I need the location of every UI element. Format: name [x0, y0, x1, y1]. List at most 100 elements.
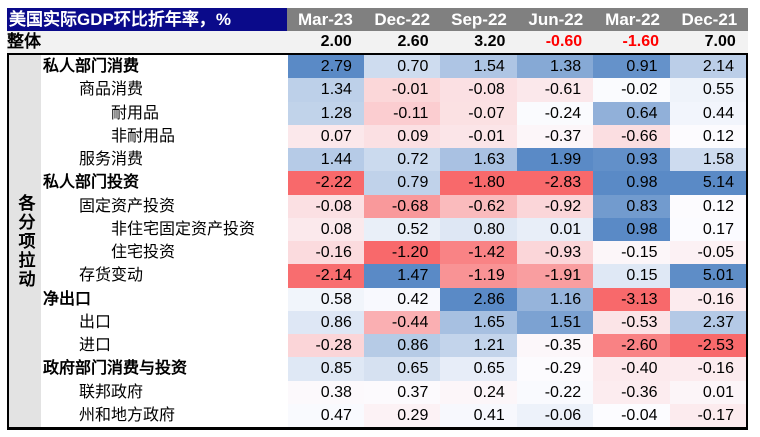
value-cell: 0.12	[669, 194, 746, 218]
value-cell: 0.08	[287, 217, 364, 241]
value-cell: 0.44	[669, 101, 746, 125]
row-label: 私人部门投资	[43, 174, 140, 192]
value-cell: 5.01	[669, 264, 746, 288]
value-cell: 1.65	[440, 310, 517, 334]
value-cell: 0.64	[593, 101, 670, 125]
value-cell: -0.92	[516, 194, 594, 218]
value-cell: -0.66	[593, 124, 670, 148]
value-cell: 0.17	[669, 217, 746, 241]
value-cell: -1.42	[440, 241, 517, 265]
value-cell: 1.21	[440, 334, 517, 358]
table-row: 进口 -0.28 0.86 1.21 -0.35 -2.60 -2.53	[9, 334, 746, 358]
value-cell: -0.16	[287, 241, 364, 265]
value-cell: 0.80	[440, 217, 517, 241]
value-cell: -0.04	[593, 403, 670, 427]
value-cell: 0.47	[287, 403, 364, 427]
value-cell: 1.28	[287, 101, 364, 125]
value-cell: 0.38	[287, 380, 364, 404]
value-cell: -0.15	[593, 241, 670, 265]
value-cell: -0.24	[516, 101, 594, 125]
value-cell: 2.79	[287, 55, 364, 79]
value-cell: 0.86	[363, 334, 441, 358]
value-cell: -0.16	[669, 357, 746, 381]
row-label: 商品消费	[79, 81, 144, 99]
value-cell: 0.55	[669, 78, 746, 102]
component-rows: 各分项拉动 私人部门消费 2.79 0.70 1.54 1.38 0.91 2.14 商品消费…	[7, 55, 748, 430]
value-cell: -2.22	[287, 171, 364, 195]
row-label: 非住宅固定资产投资	[111, 220, 256, 238]
value-cell: 0.85	[287, 357, 364, 381]
row-label: 存货变动	[79, 267, 144, 285]
value-cell: 0.70	[363, 55, 441, 79]
total-value: 3.20	[474, 33, 506, 50]
table-row: 非耐用品 0.07 0.09 -0.01 -0.37 -0.66 0.12	[9, 124, 746, 148]
column-header: Jun-22	[517, 8, 595, 31]
table-row: 住宅投资 -0.16 -1.20 -1.42 -0.93 -0.15 -0.05	[9, 241, 746, 265]
value-cell: -1.20	[363, 241, 441, 265]
value-cell: -0.05	[669, 241, 746, 265]
value-cell: 1.38	[516, 55, 594, 79]
total-row: 整体 2.00 2.60 3.20 -0.60 -1.60 7.00	[7, 31, 748, 55]
group-label: 各分项拉动	[9, 55, 41, 427]
value-cell: 0.29	[363, 403, 441, 427]
value-cell: -2.53	[669, 334, 746, 358]
value-cell: 1.58	[669, 148, 746, 172]
column-header: Sep-22	[440, 8, 518, 31]
value-cell: -0.44	[363, 310, 441, 334]
column-header: Dec-21	[670, 8, 748, 31]
table-row: 政府部门消费与投资 0.85 0.65 0.65 -0.29 -0.40 -0.16	[9, 357, 746, 381]
row-label: 耐用品	[111, 104, 160, 122]
value-cell: 0.15	[593, 264, 670, 288]
value-cell: -0.08	[287, 194, 364, 218]
value-cell: -0.11	[363, 101, 441, 125]
value-cell: 1.16	[516, 287, 594, 311]
value-cell: 0.42	[363, 287, 441, 311]
row-label: 固定资产投资	[79, 197, 176, 215]
value-cell: 1.47	[363, 264, 441, 288]
table-row: 出口 0.86 -0.44 1.65 1.51 -0.53 2.37	[9, 310, 746, 334]
value-cell: 1.44	[287, 148, 364, 172]
table-row: 耐用品 1.28 -0.11 -0.07 -0.24 0.64 0.44	[9, 101, 746, 125]
value-cell: -0.01	[440, 124, 517, 148]
value-cell: 0.52	[363, 217, 441, 241]
value-cell: -2.60	[593, 334, 670, 358]
value-cell: -0.06	[516, 403, 594, 427]
value-cell: 0.91	[593, 55, 670, 79]
column-header: Mar-23	[287, 8, 364, 31]
value-cell: -0.40	[593, 357, 670, 381]
value-cell: -0.28	[287, 334, 364, 358]
value-cell: -0.93	[516, 241, 594, 265]
value-cell: 0.07	[287, 124, 364, 148]
row-label: 州和地方政府	[79, 406, 176, 424]
total-value: 2.00	[320, 33, 352, 50]
value-cell: -3.13	[593, 287, 670, 311]
value-cell: 0.37	[363, 380, 441, 404]
value-cell: -0.61	[516, 78, 594, 102]
value-cell: -0.07	[440, 101, 517, 125]
value-cell: -0.68	[363, 194, 441, 218]
value-cell: 0.86	[287, 310, 364, 334]
value-cell: 0.58	[287, 287, 364, 311]
value-cell: 1.99	[516, 148, 594, 172]
table-row: 商品消费 1.34 -0.01 -0.08 -0.61 -0.02 0.55	[9, 78, 746, 102]
header-row: 美国实际GDP环比折年率，% Mar-23 Dec-22 Sep-22 Jun-22 M…	[7, 8, 748, 31]
value-cell: 0.41	[440, 403, 517, 427]
value-cell: 0.09	[363, 124, 441, 148]
row-label: 净出口	[43, 290, 92, 308]
column-header: Mar-22	[594, 8, 671, 31]
row-label: 住宅投资	[111, 244, 176, 261]
value-cell: -1.19	[440, 264, 517, 288]
value-cell: 0.01	[669, 380, 746, 404]
value-cell: -0.62	[440, 194, 517, 218]
value-cell: -0.36	[593, 380, 670, 404]
value-cell: -0.35	[516, 334, 594, 358]
value-cell: 1.51	[516, 310, 594, 334]
value-cell: 1.63	[440, 148, 517, 172]
value-cell: 2.86	[440, 287, 517, 311]
value-cell: -1.80	[440, 171, 517, 195]
value-cell: 0.72	[363, 148, 441, 172]
table-row: 固定资产投资 -0.08 -0.68 -0.62 -0.92 0.83 0.12	[9, 194, 746, 218]
value-cell: -0.08	[440, 78, 517, 102]
row-label: 联邦政府	[79, 383, 144, 401]
table-title: 美国实际GDP环比折年率，%	[7, 8, 287, 31]
